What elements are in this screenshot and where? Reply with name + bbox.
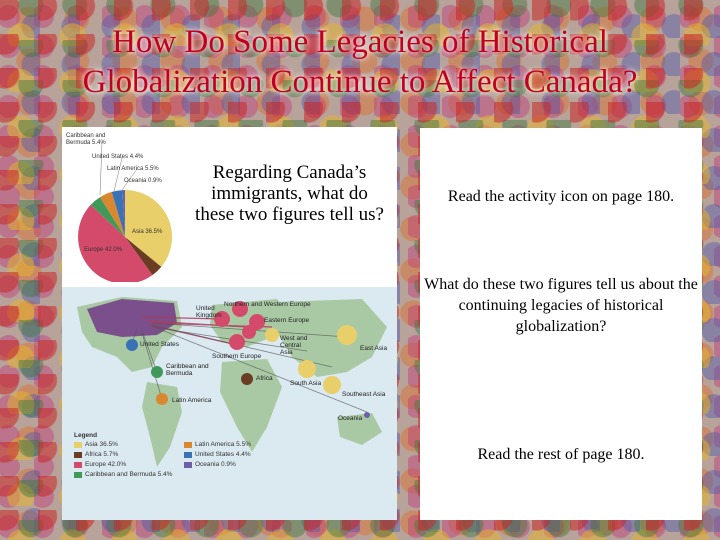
pie-label-united-states: United States 4.4% [92,154,144,160]
legend-swatch [184,451,192,458]
pie-slice-latin-america [100,191,125,237]
map-circle-southern-europe [229,334,245,350]
legend-label: Caribbean and Bermuda 5.4% [85,471,173,478]
map-label-united-kingdom: United Kingdom [196,305,222,319]
legend-swatch [74,441,82,448]
map-circle-east-asia [337,325,357,345]
instruction-question: What do these two figures tell us about … [424,276,698,335]
map-label-united-states: United States [140,341,180,348]
pie-slice-africa [125,237,162,276]
legend-swatch [74,461,82,468]
pie-chart-graphic [78,141,173,284]
legend-item: Latin America 5.5% [184,441,294,448]
legend-swatch [184,441,192,448]
pie-label-latin-america: Latin America 5.5% [107,166,159,172]
map-circle-eastern-europe [249,314,265,330]
pie-slice-asia [125,189,173,267]
legend-title: Legend [74,432,98,439]
legend-swatch [74,451,82,458]
legend-label: Asia 36.5% [85,441,118,448]
pie-label-asia: Asia 36.5% [132,229,163,235]
pie-label-oceania: Oceania 0.9% [124,178,162,184]
legend-items: Asia 36.5% Latin America 5.5% Africa 5.7… [74,441,394,478]
map-circle-united-kingdom [214,311,230,327]
legend-item: Europe 42.0% [74,461,184,468]
immigrant-origin-pie-chart: Caribbean and Bermuda 5.4% United States… [62,127,182,284]
pie-slice-oceania [122,190,125,237]
australia-landmass [337,413,382,445]
pie-label-europe: Europe 42.0% [84,247,123,253]
map-label-latin-america: Latin America [172,397,212,404]
slide-title-line-1: How Do Some Legacies of Historical [112,24,608,60]
map-circle-africa [241,373,253,385]
map-label-east-asia: East Asia [360,345,388,352]
map-circle-latin-america [156,393,168,405]
world-map: Northern and Western Europe United Kingd… [62,287,397,520]
legend-label: Latin America 5.5% [195,441,252,448]
map-label-southeast-asia: Southeast Asia [342,391,386,398]
map-circle-northern-western-europe [232,301,248,317]
map-label-west-central-asia: West and Central Asia [280,335,308,356]
pie-slice-europe [78,204,153,284]
legend-swatch [184,461,192,468]
map-legend: Legend Asia 36.5% Latin America 5.5% Afr… [74,432,394,478]
instructions-panel: Read the activity icon on page 180. What… [420,128,702,520]
legend-item: Asia 36.5% [74,441,184,448]
legend-label: United States 4.4% [195,451,251,458]
map-circle-oceania [364,412,370,418]
legend-item: United States 4.4% [184,451,294,458]
legend-label: Europe 42.0% [85,461,127,468]
south-america-landmass [142,382,182,467]
map-circle-united-states [126,339,138,351]
slide-title: How Do Some Legacies of Historical Globa… [0,22,720,102]
slide-title-line-2: Globalization Continue to Affect Canada? [82,64,638,100]
map-circle-caribbean [151,366,163,378]
world-map-graphic [62,287,397,520]
asia-landmass [277,299,387,377]
map-label-southern-europe: Southern Europe [212,353,262,360]
map-circle-europe-extra [242,325,256,339]
map-circle-southeast-asia [323,376,341,394]
pie-label-caribbean: Caribbean and Bermuda 5.4% [66,133,106,146]
legend-swatch [74,471,82,478]
map-label-northern-western-europe: Northern and Western Europe [224,301,311,308]
map-label-south-asia: South Asia [290,380,322,387]
instruction-read-rest: Read the rest of page 180. [477,446,645,463]
africa-landmass [220,359,282,452]
legend-item: Africa 5.7% [74,451,184,458]
map-circle-south-asia [298,360,316,378]
map-label-caribbean: Caribbean and Bermuda [166,363,209,377]
question-text: Regarding Canada’s immigrants, what do t… [195,162,384,225]
legend-label: Oceania 0.9% [195,461,236,468]
map-label-oceania: Oceania [338,415,363,422]
map-label-eastern-europe: Eastern Europe [264,317,310,324]
map-label-africa: Africa [256,375,273,382]
pie-slice-united-states [111,190,125,237]
legend-label: Africa 5.7% [85,451,119,458]
pie-slice-caribbean [90,197,125,237]
legend-item: Oceania 0.9% [184,461,294,468]
instruction-activity-icon: Read the activity icon on page 180. [447,188,675,205]
map-circle-west-central-asia [265,328,279,342]
legend-item: Caribbean and Bermuda 5.4% [74,471,184,478]
figures-panel: Caribbean and Bermuda 5.4% United States… [62,127,397,520]
